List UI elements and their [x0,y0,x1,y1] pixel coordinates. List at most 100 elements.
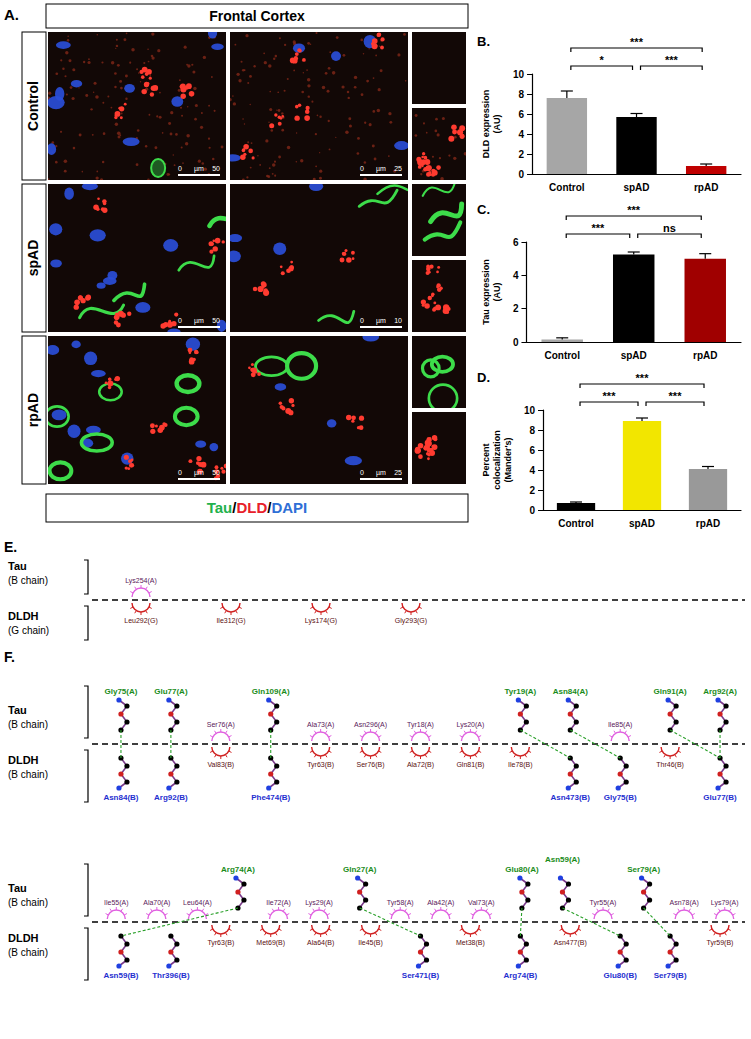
svg-text:0: 0 [513,337,519,348]
svg-text:Tau: Tau [8,882,27,894]
svg-text:Frontal Cortex: Frontal Cortex [209,8,305,24]
svg-text:***: *** [630,36,644,48]
svg-text:Asn477(B): Asn477(B) [554,939,587,947]
svg-text:spAD: spAD [629,518,655,529]
svg-text:Tyr59(B): Tyr59(B) [707,939,734,947]
svg-text:(B chain): (B chain) [8,897,48,908]
svg-text:Asn473(B): Asn473(B) [550,793,590,802]
svg-text:spAD: spAD [621,350,647,361]
svg-text:Asn78(A): Asn78(A) [670,899,699,907]
svg-text:Tau: Tau [8,704,27,716]
svg-text:(G chain): (G chain) [8,625,49,636]
svg-text:Asn296(A): Asn296(A) [354,721,387,729]
svg-text:(B chain): (B chain) [8,947,48,958]
svg-text:B.: B. [477,34,490,49]
svg-text:rpAD: rpAD [25,393,41,427]
svg-text:µm: µm [376,165,386,173]
svg-text:50: 50 [212,469,220,476]
svg-text:Val83(B): Val83(B) [207,761,234,769]
svg-text:Asn84(A): Asn84(A) [553,687,588,696]
svg-text:***: *** [636,372,650,384]
svg-text:Val73(A): Val73(A) [468,899,495,907]
svg-text:4: 4 [513,270,519,281]
svg-text:25: 25 [394,165,402,172]
svg-text:2: 2 [518,149,524,160]
svg-text:Ala64(B): Ala64(B) [307,939,334,947]
svg-text:Gly75(B): Gly75(B) [604,793,637,802]
svg-text:Leu64(A): Leu64(A) [183,899,212,907]
svg-text:µm: µm [376,469,386,477]
svg-text:Glu80(B): Glu80(B) [604,971,638,980]
svg-text:(AU): (AU) [492,115,502,134]
svg-text:Ser79(A): Ser79(A) [627,865,660,874]
svg-text:Ala70(A): Ala70(A) [143,899,170,907]
svg-text:Lys79(A): Lys79(A) [711,899,739,907]
svg-text:colocalization: colocalization [492,430,502,490]
svg-text:Control: Control [549,182,585,193]
svg-text:Glu77(A): Glu77(A) [154,687,188,696]
svg-text:4: 4 [518,129,524,140]
svg-text:Arg74(B): Arg74(B) [503,971,537,980]
svg-text:Tyr63(B): Tyr63(B) [207,939,234,947]
svg-text:ns: ns [663,222,676,234]
svg-text:µm: µm [376,317,386,325]
svg-text:Tau: Tau [8,560,27,572]
svg-text:DLD expression: DLD expression [481,90,491,159]
svg-text:Phe474(B): Phe474(B) [251,793,290,802]
svg-text:Ala42(A): Ala42(A) [427,899,454,907]
svg-text:Met38(B): Met38(B) [456,939,485,947]
svg-text:10: 10 [513,69,525,80]
svg-text:Gly75(A): Gly75(A) [105,687,138,696]
svg-text:Arg74(A): Arg74(A) [221,865,255,874]
svg-text:Ser76(B): Ser76(B) [357,761,385,769]
svg-text:DLDH: DLDH [8,932,39,944]
svg-text:Thr396(B): Thr396(B) [152,971,190,980]
svg-text:(B chain): (B chain) [8,575,48,586]
svg-text:spAD: spAD [623,182,649,193]
svg-text:Glu80(A): Glu80(A) [505,865,539,874]
svg-text:Ile45(B): Ile45(B) [358,939,383,947]
svg-text:Ser76(A): Ser76(A) [207,721,235,729]
svg-text:Gln109(A): Gln109(A) [252,687,290,696]
svg-text:Gln91(A): Gln91(A) [653,687,687,696]
svg-text:µm: µm [194,469,204,477]
svg-text:Tau expression: Tau expression [481,259,491,324]
svg-text:C.: C. [477,202,490,217]
svg-text:8: 8 [529,425,535,436]
svg-text:Ile55(A): Ile55(A) [104,899,129,907]
svg-text:2: 2 [513,303,519,314]
svg-text:Control: Control [544,350,580,361]
svg-text:Lys29(A): Lys29(A) [305,899,333,907]
svg-text:Gln27(A): Gln27(A) [343,865,377,874]
svg-text:(Mander's): (Mander's) [503,437,513,482]
svg-text:***: *** [603,390,617,402]
svg-text:Tyr18(A): Tyr18(A) [407,721,434,729]
svg-text:Arg92(B): Arg92(B) [154,793,188,802]
svg-text:Ser79(B): Ser79(B) [654,971,687,980]
svg-text:0: 0 [360,317,364,324]
svg-text:Lys20(A): Lys20(A) [457,721,485,729]
svg-text:0: 0 [529,505,535,516]
svg-text:***: *** [627,204,641,216]
svg-text:F.: F. [4,649,15,665]
svg-text:DLDH: DLDH [8,610,39,622]
svg-text:4: 4 [529,465,535,476]
svg-text:*: * [600,54,605,66]
svg-text:***: *** [592,222,606,234]
svg-text:D.: D. [477,370,490,385]
svg-text:0: 0 [178,469,182,476]
svg-text:0: 0 [360,165,364,172]
svg-text:10: 10 [394,317,402,324]
svg-text:Percent: Percent [481,443,491,476]
svg-text:Gln81(B): Gln81(B) [456,761,484,769]
svg-text:0: 0 [178,165,182,172]
svg-text:***: *** [665,54,679,66]
svg-text:Tyr19(A): Tyr19(A) [504,687,536,696]
svg-text:6: 6 [529,445,535,456]
svg-text:(B chain): (B chain) [8,719,48,730]
svg-text:rpAD: rpAD [693,350,717,361]
svg-text:Ala72(B): Ala72(B) [407,761,434,769]
svg-text:Arg92(A): Arg92(A) [703,687,737,696]
svg-text:Tau/DLD/DAPI: Tau/DLD/DAPI [207,499,308,516]
svg-text:E.: E. [4,539,17,555]
